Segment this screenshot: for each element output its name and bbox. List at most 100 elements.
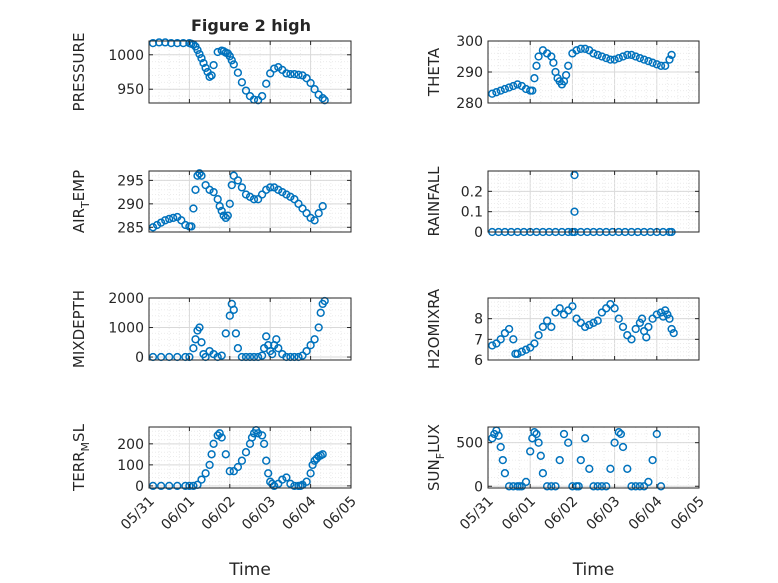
subplot-terr-msl: 0 100 200 TERRMSL 05/31 06/01 06/02 06/03 06/04 0… (70, 423, 360, 580)
axes-box (148, 297, 352, 361)
data-point (253, 429, 263, 438)
subplot-h2omixra: 6 7 8 H2OMIXRA (425, 288, 700, 369)
data-point (241, 86, 251, 95)
axes-box (487, 426, 700, 489)
data-point (219, 211, 228, 220)
data-point (264, 469, 273, 478)
data-point (241, 448, 251, 457)
data-point (551, 308, 560, 317)
data-point (580, 434, 590, 443)
data-point (534, 438, 543, 447)
axes-box (487, 170, 700, 233)
data-point (197, 338, 206, 347)
data-point (610, 304, 619, 313)
data-point (156, 218, 166, 227)
data-point (262, 79, 271, 88)
data-point (278, 187, 287, 197)
subplot-theta: 280 290 300 THETA (425, 34, 700, 112)
data-point (564, 306, 573, 315)
data-point (517, 482, 526, 491)
data-point (306, 469, 315, 478)
data-point (274, 344, 283, 353)
data-point (513, 80, 522, 89)
data-point (310, 335, 319, 344)
data-point (237, 78, 247, 87)
y-tick-label: 1000 (108, 48, 144, 64)
data-point (257, 351, 267, 360)
x-tick-label: 06/01 (499, 494, 539, 534)
data-point (606, 55, 615, 64)
data-point (286, 479, 295, 488)
data-point (661, 306, 670, 315)
data-point (534, 331, 543, 340)
data-point (602, 53, 611, 63)
data-point (538, 322, 548, 332)
data-point (233, 176, 243, 185)
data-point (536, 451, 545, 460)
data-point (272, 335, 281, 344)
axes-box (487, 297, 700, 361)
data-point (669, 328, 678, 338)
data-point (191, 185, 200, 194)
data-point (547, 322, 556, 332)
data-point (576, 44, 585, 53)
axes-box (148, 40, 352, 104)
data-point (201, 180, 210, 190)
data-point (207, 450, 216, 459)
data-point (532, 61, 541, 70)
data-point (492, 339, 501, 348)
data-point (570, 207, 579, 216)
data-point (278, 475, 287, 484)
data-point (532, 429, 541, 439)
y-tick-label: 2000 (108, 291, 144, 307)
data-point (585, 464, 594, 473)
figure-title: Figure 2 high (191, 16, 311, 35)
data-point (189, 344, 198, 353)
data-point (213, 431, 222, 440)
data-point (247, 433, 257, 442)
data-point (195, 49, 204, 59)
y-tick-label: 290 (117, 197, 144, 213)
data-point (320, 96, 329, 105)
data-point (500, 84, 510, 94)
data-point (589, 318, 598, 327)
data-point (631, 52, 640, 61)
data-point (549, 58, 558, 67)
y-tick-label: 0.2 (461, 184, 483, 200)
data-point (644, 322, 653, 332)
data-point (665, 314, 674, 323)
data-point (229, 60, 238, 69)
data-point (199, 58, 208, 68)
data-point (564, 438, 573, 447)
data-point (306, 341, 315, 350)
y-tick-label: 7 (474, 332, 483, 348)
data-point (492, 88, 501, 97)
data-point (642, 333, 651, 342)
y-tick-label: 295 (117, 173, 144, 189)
data-point (193, 45, 202, 55)
data-point (530, 74, 539, 83)
data-point (504, 482, 514, 491)
x-tick-label: 05/31 (118, 494, 158, 534)
data-point (302, 477, 311, 486)
data-point (644, 477, 653, 487)
y-axis-label: H2OMIXRA (425, 288, 443, 369)
y-tick-label: 100 (117, 458, 144, 474)
data-point (169, 213, 178, 223)
y-axis-label: THETA (425, 47, 443, 97)
data-point (589, 482, 598, 491)
y-tick-label: 8 (474, 312, 483, 328)
data-point (221, 213, 230, 223)
data-point (197, 475, 206, 484)
data-point (614, 53, 623, 63)
data-point (572, 46, 581, 55)
data-point (500, 328, 510, 338)
data-point (229, 305, 238, 314)
data-point (547, 482, 556, 491)
data-point (542, 482, 552, 491)
data-point (576, 455, 585, 465)
data-point (223, 211, 232, 220)
data-point (233, 462, 243, 472)
data-point (635, 53, 645, 63)
